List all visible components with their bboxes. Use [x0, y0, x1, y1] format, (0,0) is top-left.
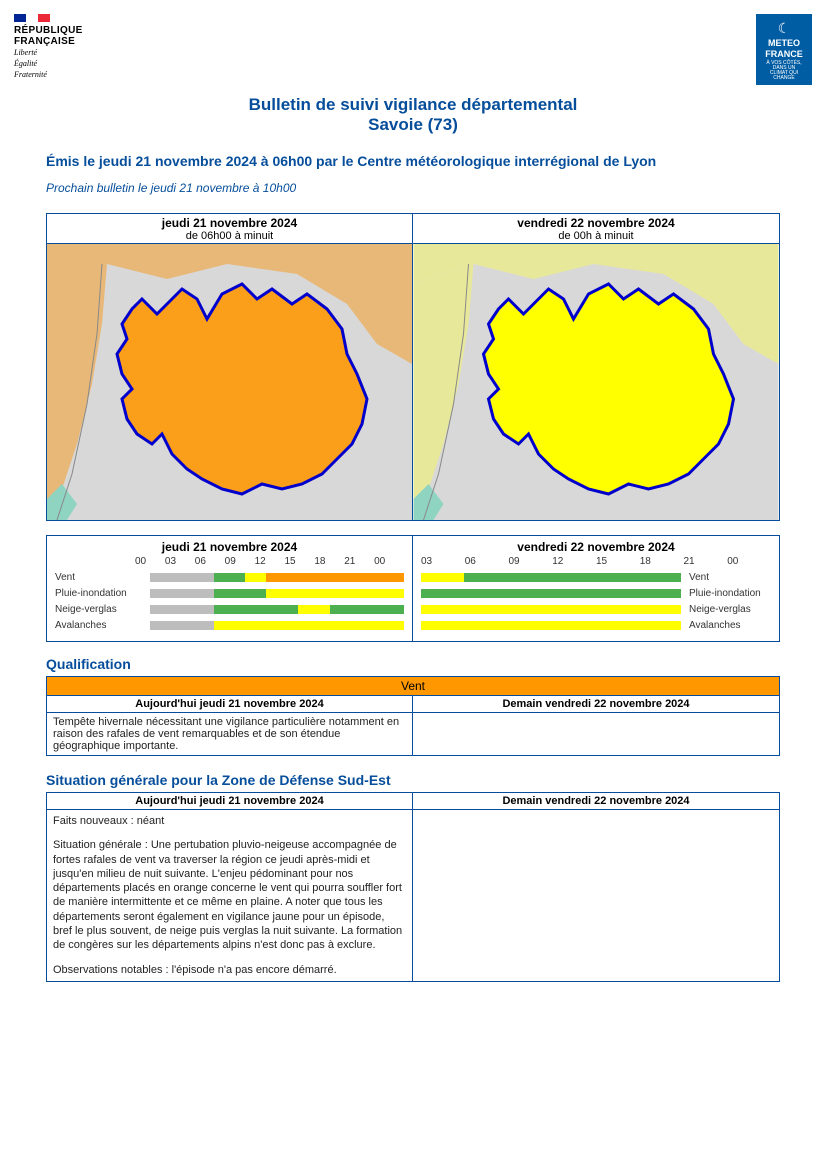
timeline-bar — [421, 573, 681, 582]
tl-day2-title: vendredi 22 novembre 2024 — [421, 540, 771, 554]
qual-day2-text — [413, 713, 779, 755]
qual-day1-label: Aujourd'hui jeudi 21 novembre 2024 — [47, 696, 413, 713]
timeline-bar — [150, 589, 404, 598]
timeline-container: jeudi 21 novembre 2024 00030609121518210… — [46, 535, 780, 642]
sit-p3: Observations notables : l'épisode n'a pa… — [53, 963, 406, 977]
mf-line1: METEO — [764, 39, 804, 48]
timeline-bar — [150, 573, 404, 582]
timeline-bar — [421, 589, 681, 598]
sit-day1-label: Aujourd'hui jeudi 21 novembre 2024 — [47, 793, 413, 810]
map-day1 — [47, 244, 412, 520]
map1-range: de 06h00 à minuit — [47, 230, 412, 242]
rf-motto3: Fraternité — [14, 71, 83, 80]
hazard-label: Pluie-inondation — [55, 588, 150, 599]
timeline-row: Neige-verglas — [55, 603, 404, 615]
rf-line1: RÉPUBLIQUE — [14, 25, 83, 36]
map1-date: jeudi 21 novembre 2024 — [162, 216, 297, 230]
situation-heading: Situation générale pour la Zone de Défen… — [46, 772, 780, 788]
hazard-label: Vent — [55, 572, 150, 583]
sit-day1-text: Faits nouveaux : néant Situation général… — [47, 810, 413, 981]
qualification-box: Vent Aujourd'hui jeudi 21 novembre 2024 … — [46, 676, 780, 756]
hazard-label: Neige-verglas — [55, 604, 150, 615]
timeline-row: Pluie-inondation — [55, 587, 404, 599]
qual-day2-label: Demain vendredi 22 novembre 2024 — [413, 696, 779, 713]
map2-range: de 00h à minuit — [413, 230, 779, 242]
rf-motto2: Égalité — [14, 60, 83, 69]
hazard-label: Avalanches — [55, 620, 150, 631]
next-bulletin-line: Prochain bulletin le jeudi 21 novembre à… — [46, 181, 780, 195]
hazard-label: Avalanches — [681, 620, 771, 631]
qual-day1-text: Tempête hivernale nécessitant une vigila… — [47, 713, 413, 755]
mf-sub: À VOS CÔTÉS, DANS UN CLIMAT QUI CHANGE — [764, 61, 804, 81]
rf-line2: FRANÇAISE — [14, 36, 83, 47]
timeline-row: Vent — [55, 571, 404, 583]
mf-line2: FRANCE — [764, 50, 804, 59]
timeline-bar — [150, 621, 404, 630]
logo-republique-francaise: RÉPUBLIQUE FRANÇAISE Liberté Égalité Fra… — [14, 14, 83, 79]
sit-day2-label: Demain vendredi 22 novembre 2024 — [413, 793, 779, 810]
issued-line: Émis le jeudi 21 novembre 2024 à 06h00 p… — [46, 153, 780, 169]
timeline-row: Vent — [421, 571, 771, 583]
map-day2 — [413, 244, 779, 520]
sit-p2: Situation générale : Une pertubation plu… — [53, 838, 406, 952]
timeline-row: Avalanches — [55, 619, 404, 631]
maps-container: jeudi 21 novembre 2024 de 06h00 à minuit… — [46, 213, 780, 521]
logo-meteo-france: ☾ METEO FRANCE À VOS CÔTÉS, DANS UN CLIM… — [756, 14, 812, 85]
tl-hours-day1: 000306091215182100 — [55, 556, 404, 567]
timeline-bar — [421, 605, 681, 614]
timeline-bar — [150, 605, 404, 614]
timeline-row: Pluie-inondation — [421, 587, 771, 599]
page-subtitle: Savoie (73) — [14, 115, 812, 135]
timeline-bar — [421, 621, 681, 630]
hazard-label: Neige-verglas — [681, 604, 771, 615]
tl-hours-day2: 0306091215182100 — [421, 556, 771, 567]
meteo-icon: ☾ — [764, 20, 804, 37]
tl-day1-title: jeudi 21 novembre 2024 — [55, 540, 404, 554]
hazard-label: Vent — [681, 572, 771, 583]
sit-day2-text — [413, 810, 779, 981]
qualification-heading: Qualification — [46, 656, 780, 672]
flag-icon — [14, 14, 83, 22]
page-title: Bulletin de suivi vigilance départementa… — [14, 95, 812, 115]
hazard-label: Pluie-inondation — [681, 588, 771, 599]
qualification-hazard: Vent — [47, 677, 779, 696]
sit-p1: Faits nouveaux : néant — [53, 814, 406, 828]
map2-date: vendredi 22 novembre 2024 — [517, 216, 674, 230]
timeline-row: Avalanches — [421, 619, 771, 631]
situation-box: Aujourd'hui jeudi 21 novembre 2024 Demai… — [46, 792, 780, 982]
rf-motto1: Liberté — [14, 49, 83, 58]
timeline-row: Neige-verglas — [421, 603, 771, 615]
